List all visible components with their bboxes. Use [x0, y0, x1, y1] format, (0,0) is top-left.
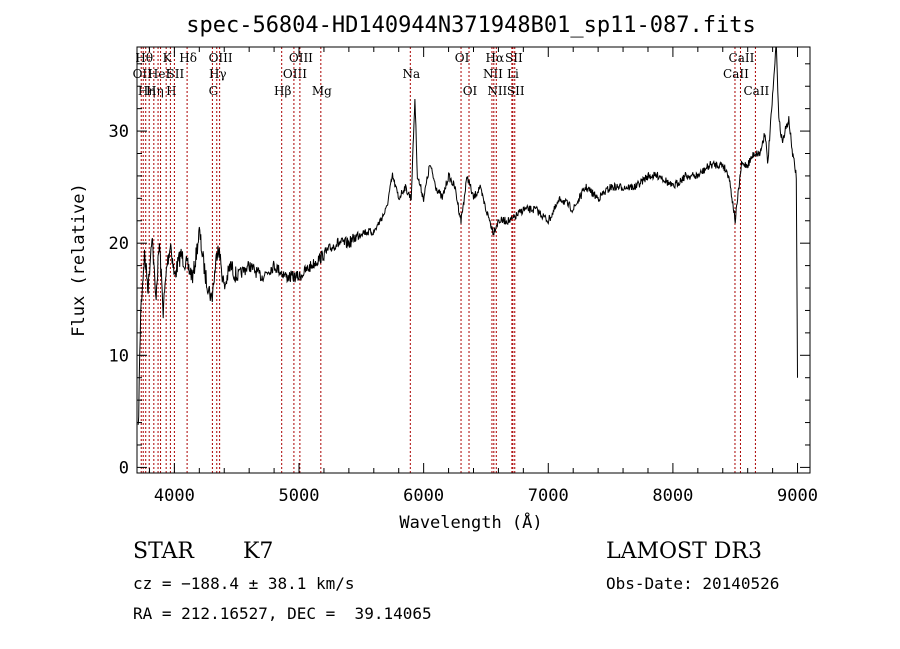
x-axis-label: Wavelength (Å)	[399, 511, 542, 533]
line-marker-label: Hδ	[179, 51, 197, 65]
line-marker-label: SII	[505, 51, 523, 65]
x-tick-label: 4000	[154, 486, 195, 506]
plot-frame	[136, 46, 811, 474]
line-marker-label: HeI	[148, 67, 171, 81]
line-marker-label: Hη	[146, 84, 164, 98]
chart-title: spec-56804-HD140944N371948B01_sp11-087.f…	[186, 13, 756, 38]
coordinates: RA = 212.16527, DEC = 39.14065	[133, 604, 432, 623]
line-marker-label: H	[166, 84, 176, 98]
redshift-readout: cz = −188.4 ± 38.1 km/s	[133, 574, 355, 593]
line-marker-label: Mg	[312, 84, 332, 98]
line-marker-label: CaII	[743, 84, 769, 98]
survey-name: LAMOST DR3	[606, 539, 762, 564]
line-marker-label: Hθ	[135, 51, 153, 65]
y-tick-label: 20	[109, 234, 129, 254]
x-tick-label: 9000	[777, 486, 818, 506]
line-marker-label: NII	[483, 67, 503, 81]
y-tick-label: 10	[109, 346, 129, 366]
y-axis-label: Flux (relative)	[69, 183, 89, 337]
observation-date: Obs-Date: 20140526	[606, 574, 779, 593]
y-tick-label: 0	[119, 458, 129, 478]
line-marker-label: SII	[167, 67, 185, 81]
x-tick-label: 7000	[528, 486, 569, 506]
object-subclass: K7	[243, 539, 273, 564]
line-marker-label: SII	[507, 84, 525, 98]
y-tick-label: 30	[109, 122, 129, 142]
spectrum-series	[137, 46, 798, 425]
line-marker-label: Hη	[138, 84, 156, 98]
spectrum-line	[137, 46, 798, 425]
line-marker-label: NII	[487, 84, 507, 98]
line-marker-label: OIII	[289, 51, 313, 65]
line-marker-label: G	[209, 84, 219, 98]
line-marker-label: Na	[402, 67, 420, 81]
line-marker-label: OIII	[283, 67, 307, 81]
line-marker-label: Hα	[486, 51, 505, 65]
x-tick-label: 8000	[652, 486, 693, 506]
x-tick-label: 6000	[403, 486, 444, 506]
line-marker-label: Hβ	[274, 84, 291, 98]
line-marker-label: Li	[507, 67, 519, 81]
line-marker-label: Hγ	[209, 67, 227, 81]
line-marker-label: CaII	[729, 51, 755, 65]
line-marker-label: OIII	[209, 51, 233, 65]
line-marker-label: OI	[463, 84, 478, 98]
object-class: STAR	[133, 539, 195, 564]
line-markers: OIIHθHηHηHeIKHSIIHδGHγOIIIHβOIIIOIIIMgNa…	[133, 47, 770, 473]
x-tick-label: 5000	[279, 486, 320, 506]
axes: 4000 5000 6000 7000 8000 9000 0 10 20 30	[109, 47, 818, 506]
line-marker-label: CaII	[723, 67, 749, 81]
line-marker-label: OI	[455, 51, 470, 65]
line-marker-label: K	[163, 51, 173, 65]
